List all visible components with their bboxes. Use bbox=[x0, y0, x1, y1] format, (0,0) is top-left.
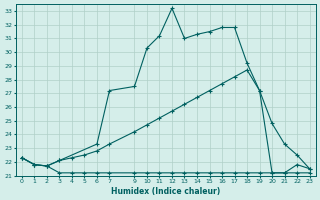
X-axis label: Humidex (Indice chaleur): Humidex (Indice chaleur) bbox=[111, 187, 220, 196]
